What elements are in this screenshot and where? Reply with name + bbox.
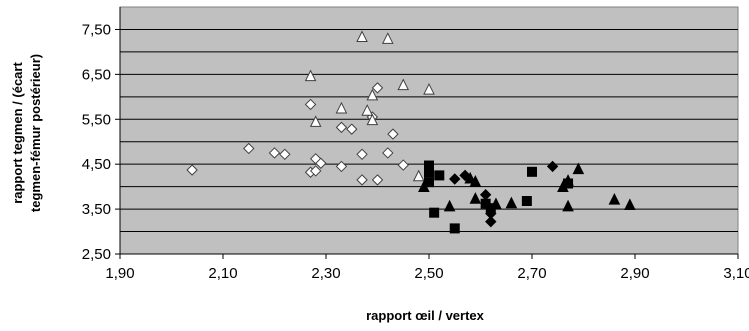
- y-tick-label: 2,50: [82, 246, 111, 263]
- diamond-open-point: [387, 128, 399, 140]
- y-tick-label: 3,50: [82, 201, 111, 218]
- x-tick-label: 1,90: [105, 265, 134, 282]
- triangle-filled-point: [562, 199, 574, 212]
- triangle-filled-point: [469, 175, 482, 187]
- triangle-filled-point: [469, 192, 482, 204]
- triangle-filled-point: [443, 199, 456, 212]
- y-axis-ticks: 2,50 3,50 4,50 5,50 6,50 7,50: [82, 21, 120, 263]
- square-filled-point: [429, 207, 440, 218]
- triangle-open-point: [366, 88, 379, 101]
- triangle-open-point: [304, 69, 317, 82]
- square-filled-point: [449, 223, 460, 234]
- x-axis-ticks: 1,90 2,10 2,30 2,50 2,70 2,90 3,10: [105, 254, 749, 282]
- square-filled-point: [527, 166, 537, 177]
- triangle-open-point: [309, 115, 322, 127]
- y-axis-title-line1: rapport tegmen / (écart: [10, 62, 25, 204]
- y-tick-label: 7,50: [82, 21, 111, 38]
- triangle-filled-point: [418, 180, 430, 193]
- x-tick-label: 3,10: [723, 265, 749, 282]
- triangle-filled-point: [557, 180, 569, 193]
- triangle-open-point: [361, 104, 374, 116]
- diamond-open-point: [382, 147, 394, 159]
- triangle-filled-point: [562, 174, 574, 186]
- gridlines: [120, 28, 738, 233]
- diamond-filled-point: [479, 189, 492, 201]
- diamond-filled-point: [546, 160, 559, 173]
- diamond-open-point: [356, 148, 368, 161]
- diamond-open-point: [186, 164, 198, 176]
- x-tick-label: 2,30: [311, 265, 340, 282]
- diamond-open-point: [371, 174, 384, 186]
- triangle-open-point: [366, 113, 379, 126]
- diamond-open-point: [315, 157, 327, 169]
- diamond-open-point: [335, 121, 348, 134]
- diamond-open-point: [346, 123, 358, 135]
- data-points: [186, 30, 636, 234]
- x-tick-label: 2,70: [517, 265, 546, 282]
- y-tick-label: 4,50: [82, 156, 111, 173]
- diamond-filled-point: [485, 207, 497, 220]
- diamond-open-point: [335, 160, 348, 173]
- diamond-open-point: [243, 142, 255, 155]
- diamond-open-point: [397, 159, 409, 171]
- triangle-filled-point: [572, 162, 585, 175]
- square-filled-point: [434, 170, 445, 181]
- diamond-open-point: [279, 148, 291, 161]
- diamond-open-point: [268, 147, 281, 159]
- diamond-filled-point: [485, 215, 497, 228]
- diamond-open-point: [309, 165, 322, 177]
- x-tick-label: 2,50: [414, 265, 443, 282]
- triangle-filled-point: [624, 198, 636, 210]
- triangle-filled-point: [608, 192, 621, 205]
- diamond-filled-point: [449, 173, 461, 185]
- x-axis-title: rapport œil / vertex: [366, 308, 485, 323]
- x-tick-label: 2,90: [620, 265, 649, 282]
- y-tick-label: 6,50: [82, 66, 111, 83]
- diamond-open-point: [356, 174, 368, 186]
- y-tick-label: 5,50: [82, 111, 111, 128]
- triangle-open-point: [335, 101, 348, 114]
- diamond-open-point: [371, 82, 384, 94]
- triangle-open-point: [412, 169, 425, 182]
- triangle-filled-point: [490, 197, 502, 210]
- triangle-open-point: [356, 30, 368, 43]
- y-axis-title-line2: tegmen-fémur postérieur): [28, 54, 43, 212]
- x-tick-label: 2,10: [208, 265, 237, 282]
- triangle-open-point: [423, 82, 435, 95]
- plot-area: [119, 6, 739, 255]
- triangle-open-point: [397, 78, 410, 91]
- diamond-open-point: [304, 98, 317, 111]
- triangle-open-point: [381, 32, 394, 44]
- triangle-filled-point: [505, 196, 518, 209]
- square-filled-point: [521, 196, 532, 207]
- square-filled-point: [424, 167, 434, 178]
